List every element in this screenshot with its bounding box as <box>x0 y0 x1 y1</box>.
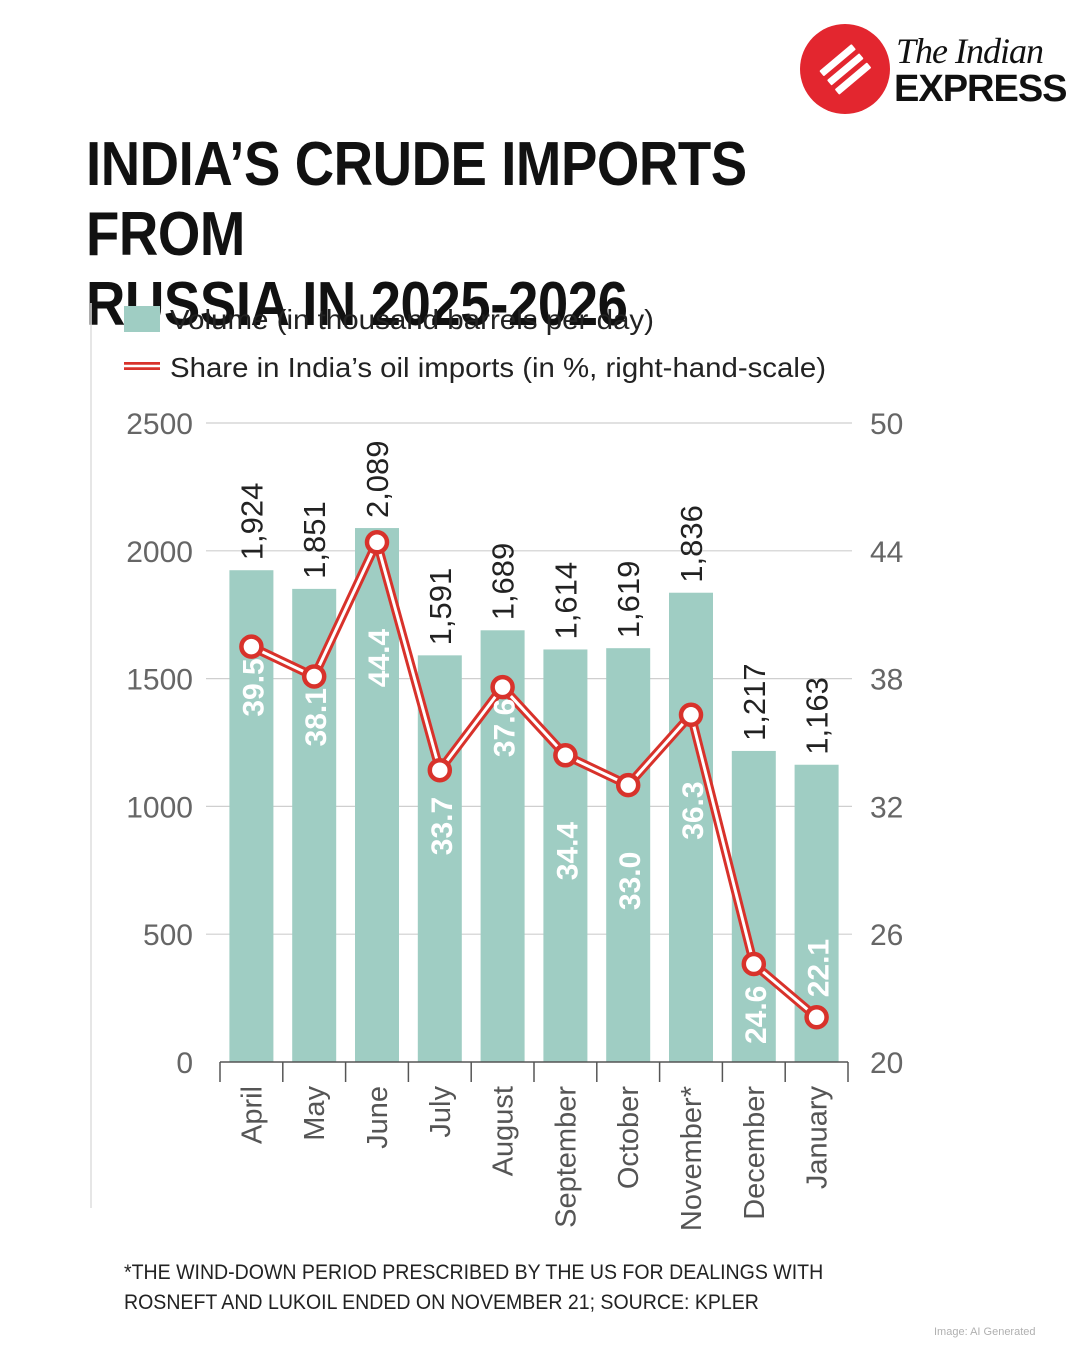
share-point <box>804 1005 829 1030</box>
share-point <box>553 743 578 768</box>
volume-label: 1,924 <box>234 483 269 561</box>
bar-september <box>543 649 588 1062</box>
line-layer <box>239 530 829 1030</box>
combo-chart: 1,924 1,851 2,089 1,591 1,689 1,614 1,619 1,836… <box>90 303 903 1231</box>
title-line-1: INDIA’S CRUDE IMPORTS FROM <box>86 130 747 269</box>
y-left-tick-label: 2000 <box>126 536 193 569</box>
share-label: 22.1 <box>803 939 836 997</box>
x-tick-label: September <box>550 1086 582 1228</box>
volume-label: 1,217 <box>737 663 772 741</box>
share-label: 33.7 <box>426 797 459 855</box>
share-label: 44.4 <box>363 629 396 688</box>
y-left-tick-label: 1000 <box>126 791 193 824</box>
bar-layer <box>229 528 839 1062</box>
volume-label: 1,619 <box>611 561 646 639</box>
x-tick-label: June <box>362 1086 394 1149</box>
share-label: 34.4 <box>551 822 584 881</box>
footnote-line-1: *THE WIND-DOWN PERIOD PRESCRIBED BY THE … <box>124 1261 824 1284</box>
watermark: Image: AI Generated <box>934 1326 1036 1338</box>
bar-may <box>292 588 337 1062</box>
brand-logo: The Indian EXPRESS <box>800 24 1068 114</box>
volume-label: 1,163 <box>800 677 835 755</box>
share-point <box>239 634 264 659</box>
share-point <box>490 674 515 700</box>
share-point <box>301 664 327 689</box>
y-left-tick-label: 500 <box>143 919 193 952</box>
x-tick-label: November* <box>676 1086 708 1231</box>
footnote: *THE WIND-DOWN PERIOD PRESCRIBED BY THE … <box>124 1258 831 1318</box>
volume-label: 1,591 <box>423 568 458 646</box>
x-tick-label: July <box>425 1086 457 1138</box>
bar-october <box>606 648 651 1062</box>
x-tick-label: August <box>488 1086 520 1176</box>
volume-label: 1,836 <box>674 505 709 583</box>
title-line-2: RUSSIA IN 2025-2026 <box>86 270 628 339</box>
share-point <box>615 772 641 798</box>
y-right-tick-label: 38 <box>870 664 903 697</box>
volume-label: 1,851 <box>297 501 332 579</box>
y-right-tick-label: 20 <box>870 1047 903 1080</box>
share-label: 33.0 <box>614 852 647 910</box>
share-line-core <box>250 540 818 1019</box>
y-left-tick-label: 0 <box>176 1047 193 1080</box>
x-tick-label: May <box>299 1086 331 1141</box>
y-right-tick-label: 26 <box>870 919 903 952</box>
brand-name-line1: The Indian <box>896 31 1044 71</box>
x-tick-label: April <box>236 1086 268 1144</box>
y-left-tick-label: 1500 <box>126 664 193 697</box>
share-label: 36.3 <box>677 781 710 839</box>
y-right-tick-label: 50 <box>870 408 903 441</box>
share-label: 38.1 <box>300 688 333 746</box>
volume-label: 2,089 <box>360 440 395 518</box>
legend-label-volume: Volume (in thousand barrels per day) <box>170 304 654 335</box>
y-left-tick-label: 2500 <box>126 408 193 441</box>
legend: Volume (in thousand barrels per day) Sha… <box>124 304 826 383</box>
y-right-tick-label: 32 <box>870 791 903 824</box>
legend-label-share: Share in India’s oil imports (in %, righ… <box>170 352 826 383</box>
x-tick-label: October <box>613 1086 645 1189</box>
bar-june <box>355 528 399 1062</box>
share-label: 39.5 <box>237 658 270 716</box>
share-label: 24.6 <box>740 986 773 1044</box>
x-tick-label: December <box>739 1086 771 1220</box>
share-label: 37.6 <box>489 699 522 757</box>
share-point <box>364 530 390 555</box>
page-title: INDIA’S CRUDE IMPORTS FROM RUSSIA IN 202… <box>86 130 808 340</box>
y-right-tick-label: 44 <box>870 536 903 569</box>
volume-label: 1,689 <box>486 543 521 621</box>
label-layer: 1,924 1,851 2,089 1,591 1,689 1,614 1,619 1,836… <box>234 440 835 1044</box>
legend-swatch-volume <box>124 306 160 332</box>
bar-november <box>669 592 713 1062</box>
share-point <box>741 951 767 977</box>
share-point <box>678 702 704 728</box>
indian-express-logo-icon <box>800 24 890 114</box>
footnote-line-2: ROSNEFT AND LUKOIL ENDED ON NOVEMBER 21;… <box>124 1291 759 1314</box>
volume-label: 1,614 <box>548 562 583 640</box>
x-tick-label: January <box>802 1086 834 1190</box>
axis-layer: 2500 2000 1500 1000 500 0 50 44 38 32 26 20 April May… <box>126 408 903 1231</box>
brand-name-line2: EXPRESS <box>894 68 1068 110</box>
share-point <box>427 757 453 783</box>
